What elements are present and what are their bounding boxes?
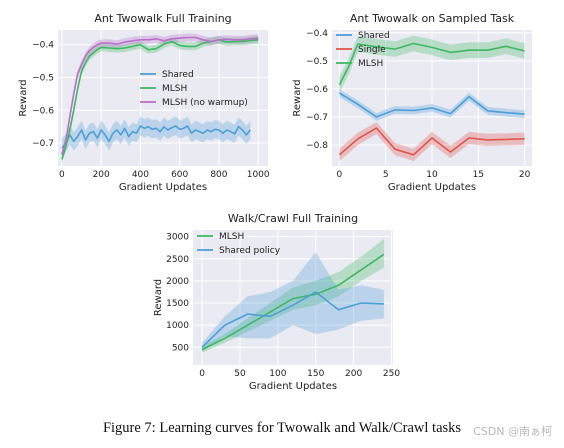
- y-axis-label: Reward: [153, 279, 164, 316]
- x-tick-label: 20: [519, 170, 531, 180]
- y-tick-label: −0.5: [32, 74, 54, 84]
- x-tick-label: 200: [93, 170, 110, 180]
- series-line-single: [338, 127, 525, 156]
- ant-twowalk-full-training-chart: Ant Twowalk Full Training 0 200 400 600 800 10…: [18, 12, 270, 193]
- series-band-mlsh: [202, 238, 384, 353]
- x-tick-label: 800: [210, 170, 227, 180]
- x-tick-label: 0: [199, 369, 205, 379]
- legend: Shared Single MLSH: [336, 31, 390, 69]
- y-tick-label: −0.6: [306, 85, 328, 95]
- y-tick-label: 1000: [166, 321, 189, 331]
- y-tick-label: 1500: [166, 299, 189, 309]
- y-tick-label: −0.6: [32, 106, 54, 116]
- y-tick-label: 2500: [166, 255, 189, 265]
- x-tick-label: 0: [337, 170, 343, 180]
- series-group: [61, 33, 259, 164]
- legend: MLSH Shared policy: [197, 232, 281, 256]
- ant-twowalk-sampled-task-chart: Ant Twowalk on Sampled Task 0 5 10 15 20 −0.8 −…: [292, 12, 532, 193]
- x-tick-label: 100: [269, 369, 286, 379]
- x-tick-label: 600: [171, 170, 188, 180]
- legend-label: Shared: [358, 31, 390, 41]
- series-band-shared: [61, 116, 251, 158]
- chart-title: Ant Twowalk on Sampled Task: [350, 12, 515, 25]
- y-tick-label: −0.4: [306, 29, 328, 39]
- series-group: [338, 35, 525, 161]
- legend-label: MLSH: [162, 84, 187, 94]
- y-axis-label: Reward: [18, 79, 29, 116]
- legend-label: MLSH: [219, 232, 244, 242]
- x-tick-label: 15: [473, 170, 484, 180]
- plot-area: [193, 230, 393, 365]
- legend-label: Shared policy: [219, 246, 281, 256]
- x-tick-label: 150: [307, 369, 324, 379]
- x-tick-label: 250: [383, 369, 400, 379]
- y-tick-label: −0.5: [306, 57, 328, 67]
- y-tick-label: −0.7: [32, 139, 54, 149]
- x-tick-label: 0: [59, 170, 65, 180]
- x-axis-label: Gradient Updates: [388, 182, 476, 193]
- x-axis-label: Gradient Updates: [119, 182, 207, 193]
- legend-label: Single: [358, 45, 386, 55]
- y-axis-label: Reward: [292, 79, 303, 116]
- x-tick-label: 1000: [247, 170, 270, 180]
- watermark: CSDN @南ぁ柯: [473, 425, 552, 438]
- chart-title: Walk/Crawl Full Training: [228, 212, 358, 225]
- series-line-shared: [338, 92, 525, 118]
- series-line-shared: [61, 125, 251, 149]
- series-group: [201, 238, 385, 353]
- y-tick-label: 2000: [166, 277, 189, 287]
- series-band-shared-policy: [202, 252, 384, 352]
- y-tick-label: 3000: [166, 233, 189, 243]
- legend-label: MLSH: [358, 59, 383, 69]
- series-line-mlsh-no-warmup-: [61, 36, 259, 155]
- x-axis-label: Gradient Updates: [249, 381, 337, 392]
- legend-label: Shared: [162, 70, 194, 80]
- legend: Shared MLSH MLSH (no warmup): [140, 70, 248, 108]
- series-line-mlsh: [338, 42, 525, 86]
- walk-crawl-full-training-chart: Walk/Crawl Full Training 0 50 100 150 200 250 5…: [153, 212, 400, 392]
- series-line-mlsh: [201, 253, 385, 351]
- y-tick-label: −0.4: [32, 41, 54, 51]
- y-tick-label: 500: [172, 343, 189, 353]
- x-tick-label: 50: [234, 369, 246, 379]
- y-tick-label: −0.8: [306, 141, 328, 151]
- series-line-shared-policy: [201, 291, 384, 348]
- x-tick-label: 5: [383, 170, 389, 180]
- series-band-single: [339, 122, 525, 161]
- x-tick-label: 400: [132, 170, 149, 180]
- chart-title: Ant Twowalk Full Training: [94, 12, 231, 25]
- legend-label: MLSH (no warmup): [162, 98, 248, 108]
- figure-caption: Figure 7: Learning curves for Twowalk an…: [102, 420, 462, 436]
- y-tick-label: −0.7: [306, 113, 328, 123]
- x-tick-label: 200: [345, 369, 362, 379]
- x-tick-label: 10: [426, 170, 438, 180]
